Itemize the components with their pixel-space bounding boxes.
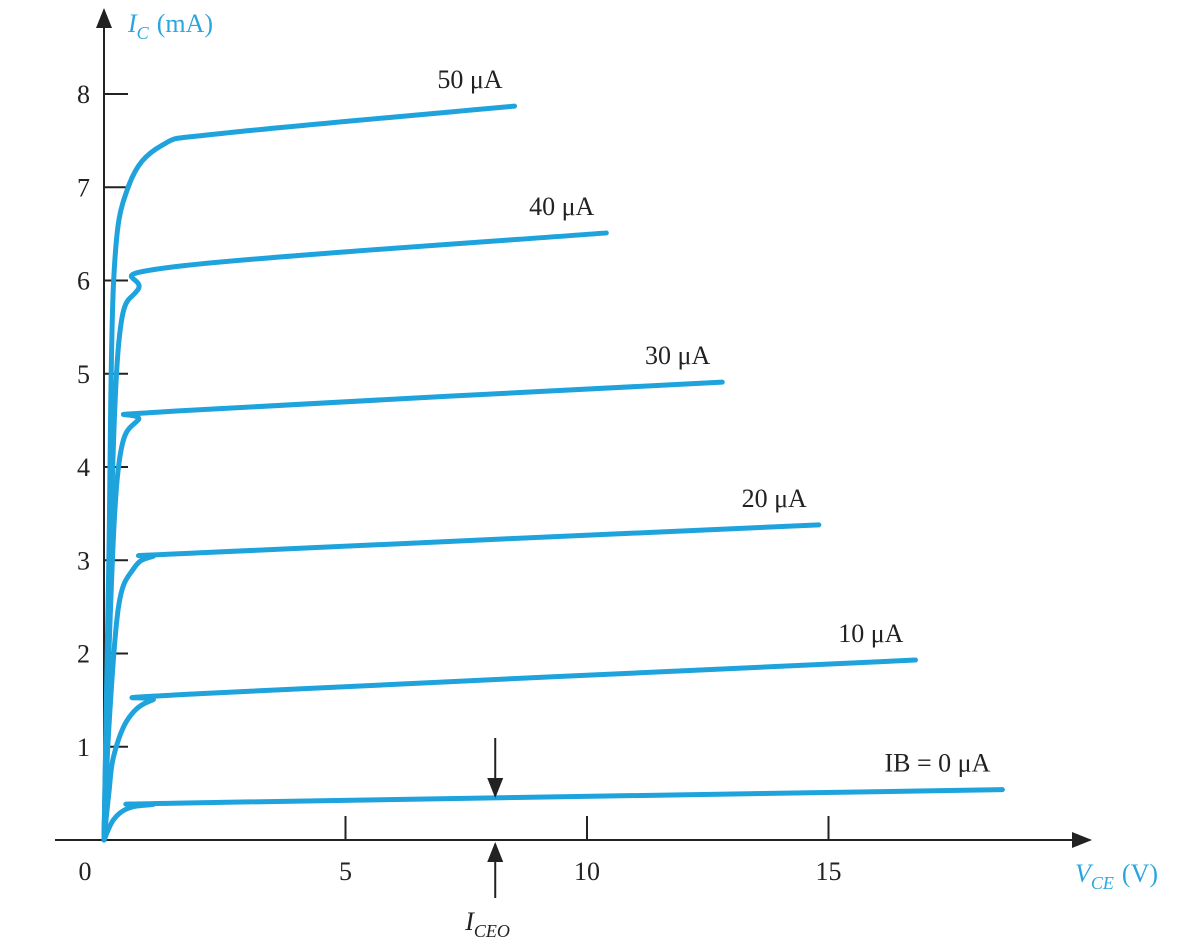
x-tick-label: 5: [339, 857, 352, 886]
y-tick-label: 8: [77, 80, 90, 109]
curve: [104, 660, 915, 840]
annotation-subscript: CEO: [474, 921, 510, 941]
chart: IC(mA) VCE(V) 0 5 10 15 1 2 3 4 5 6 7 8 IB = 0 μA 10 …: [0, 0, 1187, 946]
x-tick-label: 0: [79, 857, 92, 886]
y-tick-label: 1: [77, 733, 90, 762]
y-tick-label: 5: [77, 360, 90, 389]
y-axis-label: IC(mA): [127, 9, 213, 43]
y-tick-label: 7: [77, 173, 90, 202]
curve: [104, 382, 722, 840]
x-axis-label: VCE(V): [1075, 859, 1158, 893]
curve-label: 30 μA: [645, 341, 710, 370]
y-tick-label: 2: [77, 640, 90, 669]
curve-label: 40 μA: [529, 192, 594, 221]
curve-label: 20 μA: [742, 484, 807, 513]
curve: [104, 106, 515, 840]
curve: [104, 790, 1002, 840]
y-tick-label: 6: [77, 267, 90, 296]
y-tick-label: 4: [77, 453, 90, 482]
x-tick-label: 15: [816, 857, 842, 886]
curve-label: IB = 0 μA: [884, 749, 990, 778]
y-tick-label: 3: [77, 546, 90, 575]
curve-label: 10 μA: [838, 619, 903, 648]
curve-label: 50 μA: [437, 65, 502, 94]
annotation-label: ICEO: [464, 907, 510, 941]
x-tick-label: 10: [574, 857, 600, 886]
